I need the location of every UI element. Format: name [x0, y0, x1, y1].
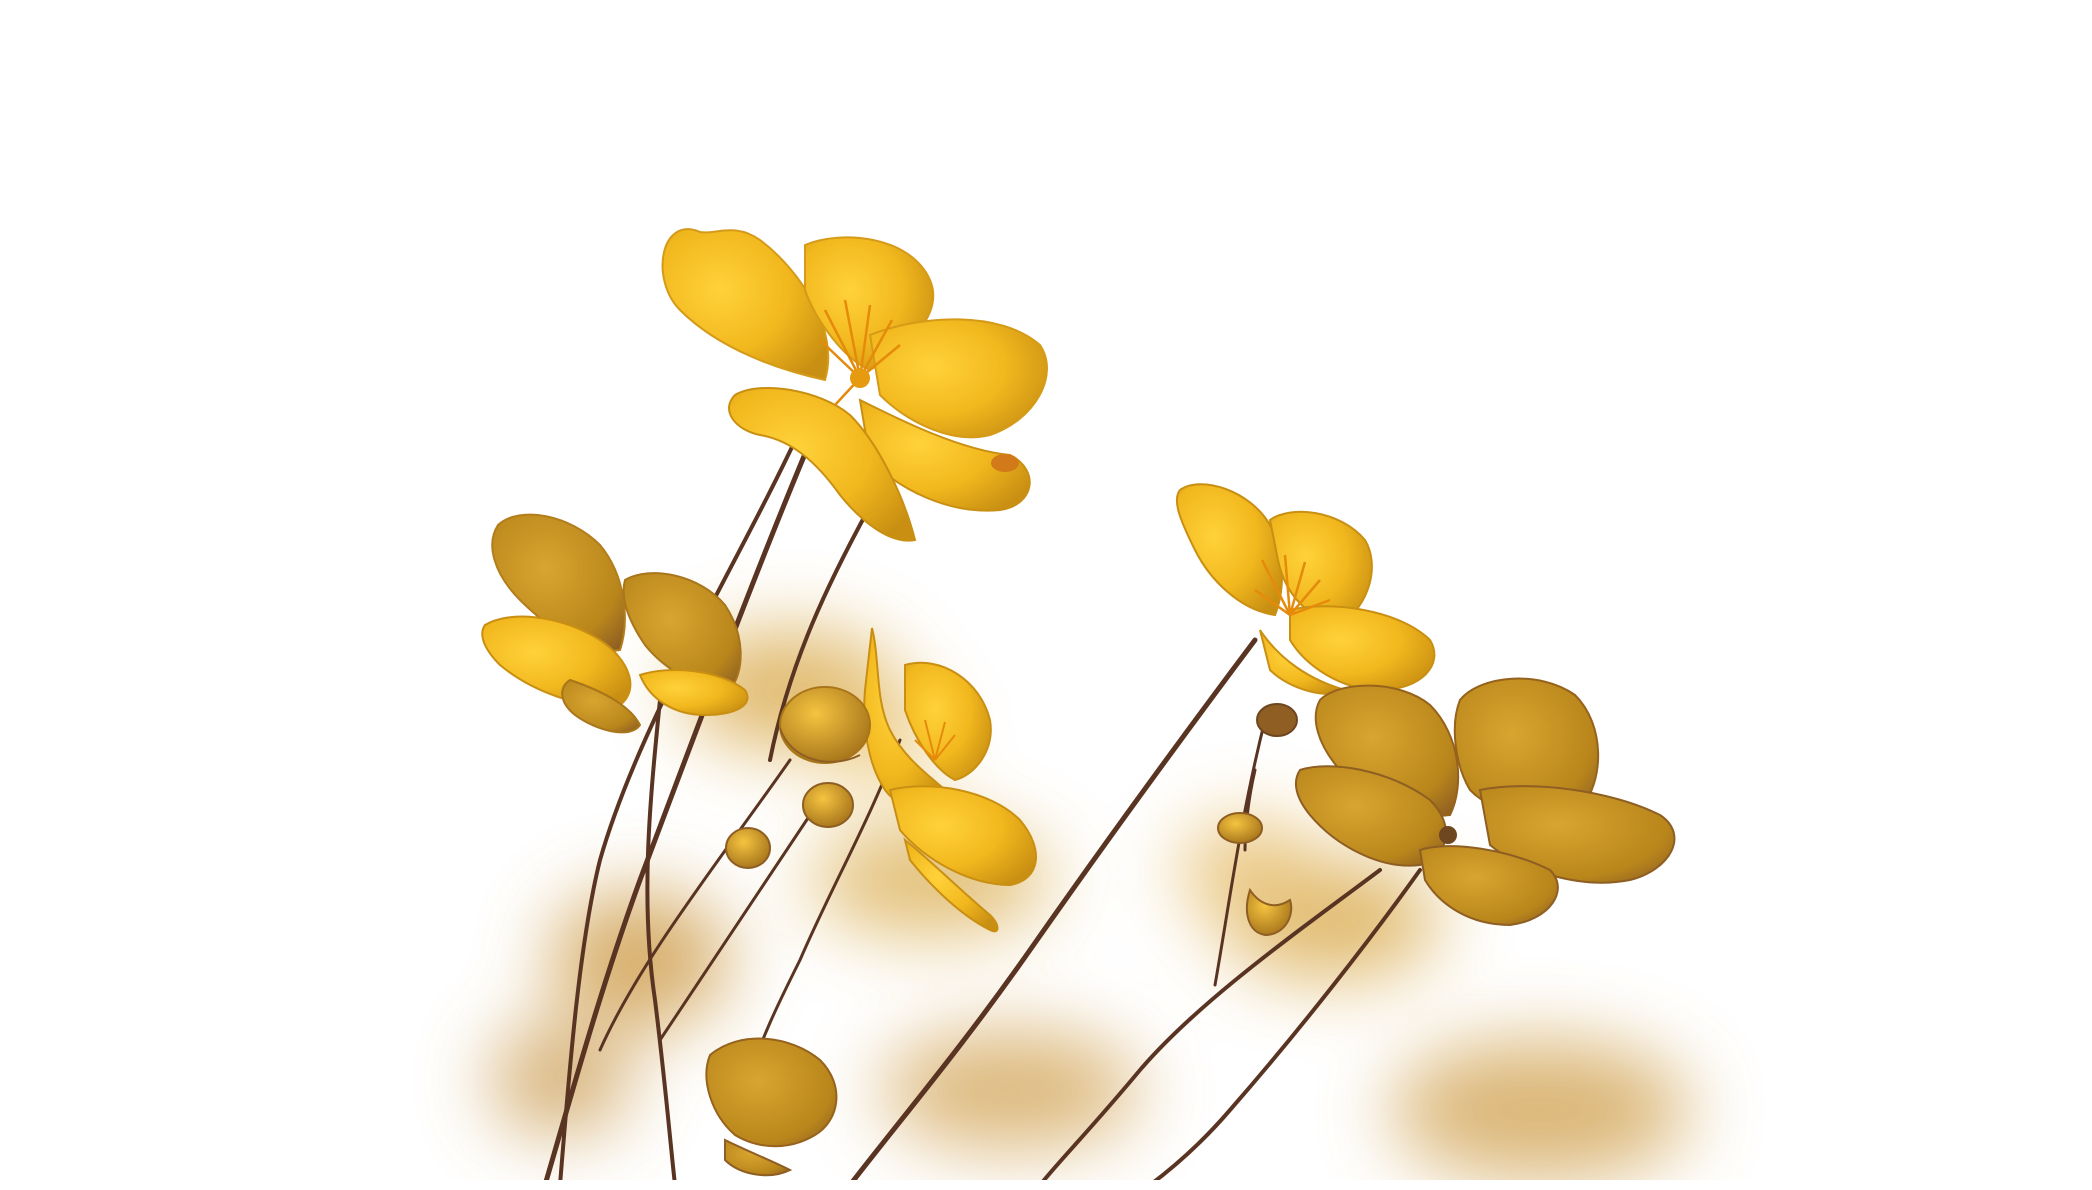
flower-top [661, 228, 1048, 542]
bottom-edge [0, 1180, 2092, 1190]
flower-bud-round [779, 686, 871, 764]
flower-buds-left [705, 782, 854, 1177]
flower-right-lower [1294, 677, 1676, 927]
flower-left [481, 513, 749, 734]
flower-middle [863, 627, 1037, 933]
flower-right-upper [1175, 483, 1436, 695]
stems [542, 427, 1422, 1188]
flower-buds-right [1217, 703, 1298, 937]
